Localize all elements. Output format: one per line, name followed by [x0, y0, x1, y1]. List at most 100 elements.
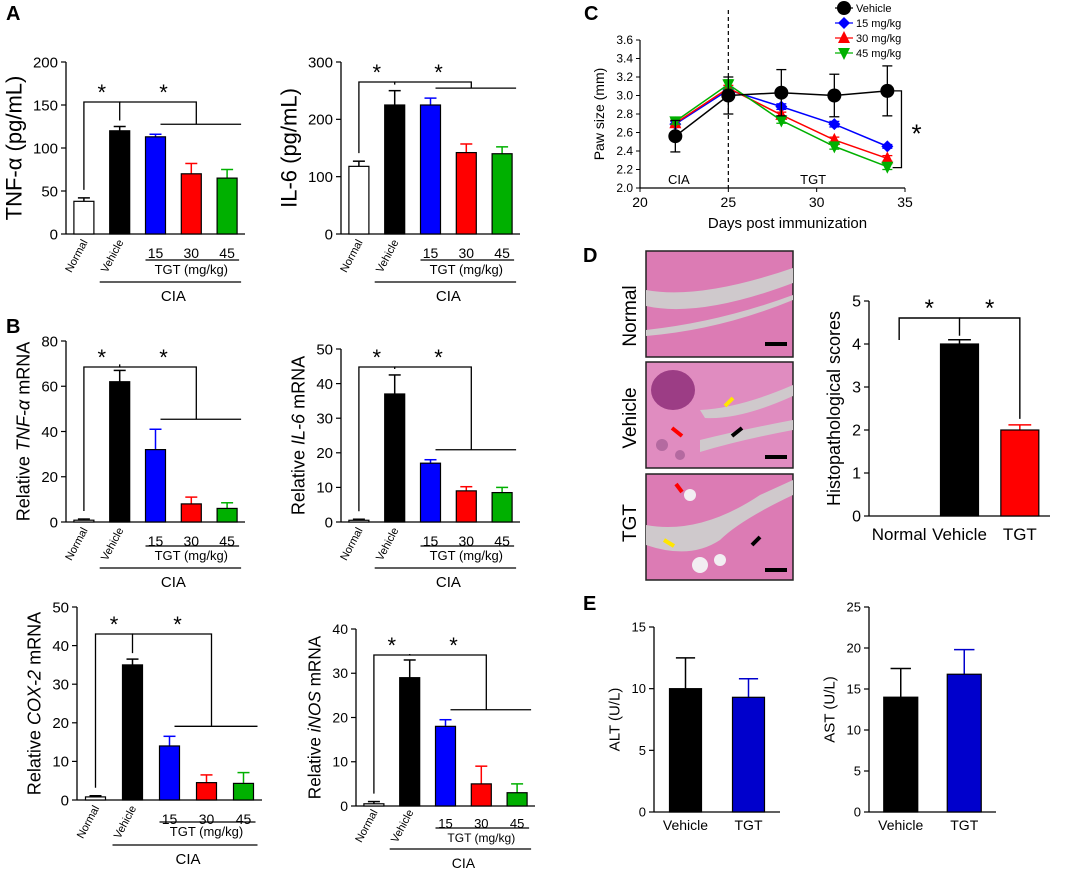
- sig-star: *: [911, 119, 921, 149]
- y-tick-label: 25: [847, 600, 861, 615]
- panel-label-c: C: [584, 3, 598, 25]
- group-label: TGT (mg/kg): [155, 262, 228, 277]
- bar-45: [216, 507, 238, 523]
- bar-tgt: [731, 696, 766, 813]
- category-label: 30: [199, 811, 215, 827]
- y-tick-label: 3: [852, 380, 861, 397]
- bar-tgt: [1000, 429, 1040, 517]
- bar-15: [144, 136, 167, 235]
- y-tick-label: 60: [41, 379, 58, 396]
- category-label: TGT: [1003, 525, 1037, 544]
- y-tick-label: 2: [852, 423, 861, 440]
- y-axis-label: Relative iNOS mRNA: [305, 635, 325, 799]
- group-label: TGT (mg/kg): [155, 548, 228, 563]
- y-tick-label: 100: [308, 169, 333, 186]
- y-tick-label: 50: [41, 183, 58, 200]
- sig-bracket-1: [83, 101, 121, 190]
- category-label: Vehicle: [99, 526, 126, 563]
- bar-normal: [348, 165, 370, 235]
- sig-bracket-2: [959, 317, 1021, 419]
- data-point: [774, 85, 789, 100]
- y-tick-label: 40: [332, 621, 348, 637]
- y-tick-label: 20: [52, 715, 69, 732]
- data-point: [828, 118, 841, 131]
- paw-size-line-chart: 2.0 2.2 2.4 2.6 2.8 3.0 3.2 3.4 3.6 20 25 30 35 Days …: [591, 1, 922, 232]
- sig-star: *: [98, 345, 107, 370]
- y-tick-label: 1: [852, 466, 861, 483]
- y-tick-label: 20: [847, 641, 861, 656]
- y-axis-label: Relative TNF-α mRNA: [14, 342, 34, 522]
- panel-label-a: A: [6, 3, 20, 25]
- category-label: 15: [148, 245, 164, 261]
- legend-label: Vehicle: [856, 3, 891, 15]
- y-tick-label: 3.2: [616, 70, 633, 84]
- y-tick-label: 0: [325, 226, 333, 243]
- cia-annotation: CIA: [668, 172, 690, 187]
- bar-15: [144, 449, 167, 523]
- x-tick-label: 30: [809, 194, 825, 210]
- y-tick-label: 10: [316, 480, 333, 497]
- y-tick-label: 200: [308, 112, 333, 129]
- bar-15: [419, 462, 442, 523]
- bar-45: [491, 491, 513, 523]
- bar-normal: [363, 803, 385, 807]
- cia-label: CIA: [436, 288, 461, 305]
- cia-label: CIA: [175, 851, 200, 868]
- y-tick-label: 40: [316, 376, 333, 393]
- bar-normal: [84, 796, 107, 801]
- sig-star: *: [925, 295, 934, 322]
- sig-star: *: [373, 345, 382, 370]
- y-tick-label: 20: [332, 709, 348, 725]
- y-axis-label: Relative IL-6 mRNA: [289, 356, 309, 515]
- histopathological-scores-chart: 0 1 2 3 4 5 Histopathological scores Normal Vehi…: [824, 294, 1050, 544]
- category-label: 30: [184, 245, 200, 261]
- bar-45: [506, 792, 528, 807]
- y-tick-label: 0: [852, 509, 861, 526]
- category-label: Vehicle: [99, 238, 126, 275]
- y-axis-label-suffix: mRNA: [14, 342, 34, 400]
- bar-15: [419, 104, 442, 235]
- y-tick-label: 150: [33, 97, 58, 114]
- bar-30: [470, 783, 492, 807]
- data-point: [827, 88, 842, 103]
- category-label: 15: [423, 245, 439, 261]
- cia-label: CIA: [161, 574, 186, 591]
- tnf-alpha-serum-chart: 0 50 100 150 200 TNF-α (pg/mL) Normal Vehicle 15…: [1, 54, 245, 305]
- sig-star: *: [173, 612, 182, 637]
- category-label: Vehicle: [663, 817, 708, 833]
- group-label: TGT (mg/kg): [430, 262, 503, 277]
- panel-label-d: D: [583, 245, 597, 267]
- y-tick-label: 2.0: [616, 181, 633, 195]
- data-point: [881, 140, 894, 153]
- alt-chart: 0 5 10 15 ALT (U/L) Vehicle TGT: [607, 620, 780, 833]
- y-tick-label: 2.2: [616, 163, 633, 177]
- category-label: Vehicle: [932, 525, 987, 544]
- y-axis-label: IL-6 (pg/mL): [276, 88, 301, 208]
- y-tick-label: 30: [52, 676, 69, 693]
- sig-bracket: [892, 90, 903, 169]
- sig-bracket-1: [83, 364, 121, 512]
- y-tick-label: 10: [847, 723, 861, 738]
- category-label: Normal: [338, 526, 365, 563]
- il6-serum-chart: 0 100 200 300 IL-6 (pg/mL) Normal Vehicle 15 30 4…: [276, 54, 520, 305]
- y-tick-label: 4: [852, 337, 861, 354]
- y-tick-label: 2.4: [616, 144, 633, 158]
- inos-mrna-chart: 0 10 20 30 40 Relative iNOS mRNA Normal Vehicle…: [305, 621, 535, 871]
- y-tick-label: 100: [33, 140, 58, 157]
- y-axis-label-prefix: Relative: [14, 451, 34, 521]
- sig-star: *: [159, 80, 168, 105]
- sig-star: *: [434, 60, 443, 85]
- x-tick-label: 25: [721, 194, 737, 210]
- bar-normal: [73, 200, 95, 235]
- ast-chart: 0 5 10 15 20 25 AST (U/L) Vehicle TGT: [822, 600, 996, 833]
- y-axis-label-prefix: Relative: [289, 445, 309, 515]
- y-axis-label: Paw size (mm): [591, 68, 607, 161]
- sig-bracket-2: [409, 654, 487, 710]
- category-label: 30: [459, 533, 475, 549]
- y-tick-label: 0: [50, 514, 58, 531]
- y-tick-label: 0: [50, 226, 58, 243]
- y-tick-label: 40: [41, 424, 58, 441]
- panel-label-b: B: [6, 316, 20, 338]
- histology-row-label-vehicle: Vehicle: [620, 387, 641, 448]
- legend-marker: [838, 31, 850, 43]
